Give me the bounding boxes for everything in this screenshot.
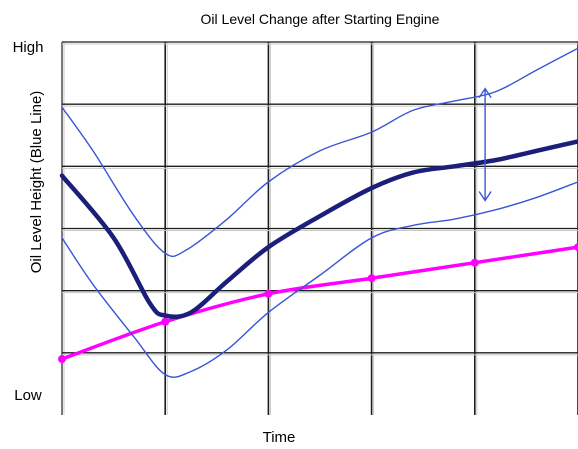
series-line-oil-level-upper-bound bbox=[61, 47, 578, 258]
series-line-oil-level-mean bbox=[59, 139, 578, 319]
reference-line-point bbox=[470, 258, 479, 267]
series-group bbox=[58, 47, 578, 378]
annotation-group bbox=[478, 87, 492, 202]
series-line-reference-line bbox=[60, 245, 578, 361]
reference-line-point bbox=[264, 289, 273, 298]
reference-line-point bbox=[574, 243, 578, 252]
y-tick-label-low: Low bbox=[14, 387, 42, 404]
chart-title: Oil Level Change after Starting Engine bbox=[201, 11, 440, 27]
grid bbox=[61, 41, 578, 415]
double-arrow-head-top bbox=[478, 87, 492, 99]
double-arrow-head-bottom bbox=[478, 191, 492, 202]
series-line-oil-level-lower-bound bbox=[61, 181, 578, 378]
reference-line-point bbox=[367, 274, 376, 283]
reference-line-point bbox=[58, 355, 66, 364]
y-axis-label: Oil Level Height (Blue Line) bbox=[28, 91, 45, 274]
x-axis-label: Time bbox=[263, 429, 296, 446]
reference-line-point bbox=[161, 317, 170, 326]
y-tick-label-high: High bbox=[13, 39, 44, 56]
